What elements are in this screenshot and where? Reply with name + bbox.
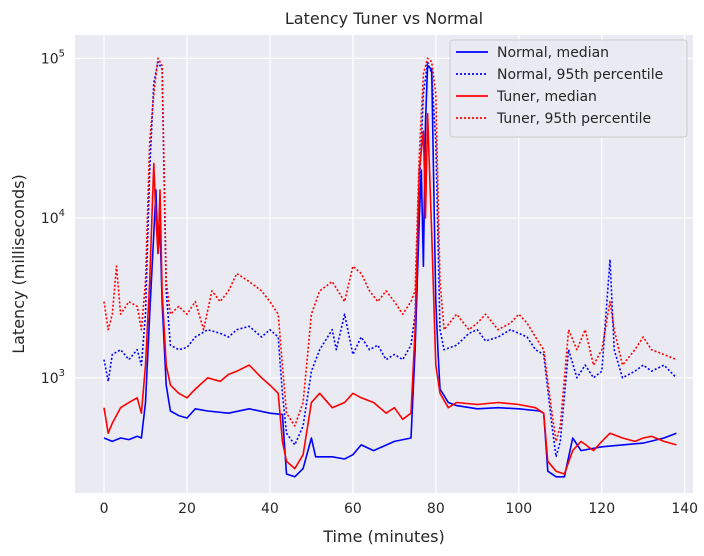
series-line-2	[103, 112, 677, 475]
y-tick-exponent: 5	[59, 48, 65, 59]
y-tick-exponent: 4	[59, 208, 65, 219]
legend-entry: Normal, 95th percentile	[497, 67, 663, 83]
series-line-1	[103, 61, 677, 458]
y-tick-base: 10	[41, 211, 59, 227]
y-tick-base: 10	[41, 371, 59, 387]
legend-entry: Normal, median	[497, 45, 609, 61]
x-tick-label: 0	[100, 501, 109, 517]
x-tick-label: 120	[588, 501, 615, 517]
x-tick-label: 60	[344, 501, 362, 517]
y-tick-label: 104	[41, 208, 65, 227]
legend: Normal, median Normal, 95th percentile Tun…	[449, 39, 688, 138]
x-axis-label: Time (minutes)	[322, 527, 445, 546]
legend-box	[449, 39, 688, 138]
series-group	[103, 57, 677, 478]
x-tick-label: 20	[178, 501, 196, 517]
x-tick-labels: 0 20 40 60 80 100 120 140	[100, 501, 698, 517]
series-line-3	[103, 57, 677, 443]
x-tick-label: 80	[427, 501, 445, 517]
y-tick-base: 10	[41, 51, 59, 67]
legend-entry: Tuner, median	[496, 89, 597, 105]
x-tick-label: 40	[261, 501, 279, 517]
y-tick-label: 105	[41, 48, 65, 67]
chart-title: Latency Tuner vs Normal	[285, 9, 483, 28]
x-tick-label: 100	[505, 501, 532, 517]
legend-entry: Tuner, 95th percentile	[496, 111, 651, 127]
y-axis-label: Latency (milliseconds)	[9, 174, 28, 354]
y-tick-label: 103	[41, 368, 65, 387]
x-tick-label: 140	[671, 501, 698, 517]
y-tick-exponent: 3	[59, 368, 65, 379]
